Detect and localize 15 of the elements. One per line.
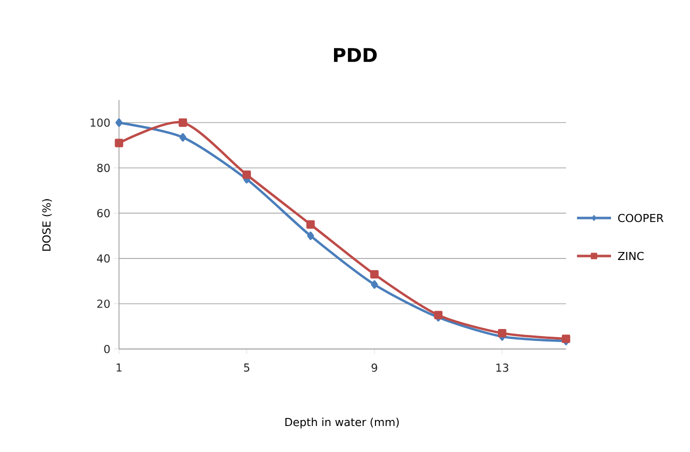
y-tick-label: 20: [97, 300, 110, 308]
y-axis-title: DOSE (%): [42, 199, 52, 251]
x-tick-label: 5: [244, 364, 250, 372]
x-tick-label: 13: [496, 364, 508, 372]
y-tick-label: 40: [97, 254, 110, 263]
x-tick-label: 9: [372, 364, 378, 372]
y-tick-label: 60: [97, 209, 110, 218]
y-tick-label: 100: [90, 118, 110, 127]
y-tick-label: 80: [97, 164, 110, 172]
y-tick-label: 0: [104, 344, 110, 354]
legend-label: ZINC: [618, 252, 644, 260]
x-tick-label: 1: [116, 364, 122, 372]
legend-label: COOPER: [618, 214, 664, 222]
x-axis-title: Depth in water (mm): [285, 418, 399, 428]
chart-title: PDD: [334, 48, 377, 62]
